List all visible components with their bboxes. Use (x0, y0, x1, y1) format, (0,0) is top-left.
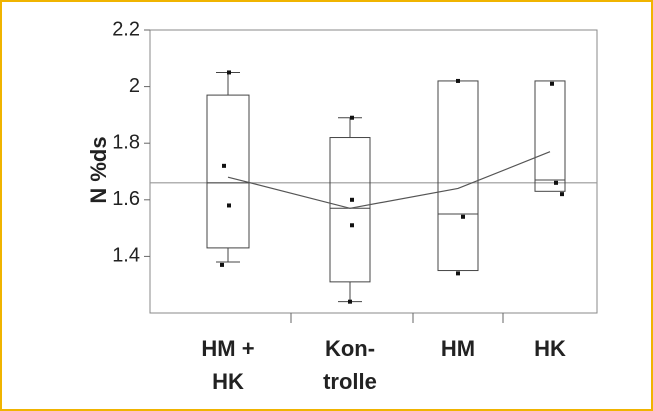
data-point (350, 115, 354, 120)
data-point (560, 192, 564, 197)
y-axis-title: N %ds (86, 136, 111, 203)
y-tick-label: 2.2 (112, 18, 140, 40)
y-tick-label: 1.8 (112, 131, 140, 153)
x-tick-label: HK (534, 336, 566, 361)
x-tick-label: HK (212, 369, 244, 394)
y-tick-label: 1.6 (112, 188, 140, 210)
data-point (350, 223, 354, 228)
x-tick-label: HM (441, 336, 475, 361)
data-point (554, 180, 558, 185)
x-tick-label: trolle (323, 369, 377, 394)
y-tick-label: 1.4 (112, 245, 140, 267)
data-point (350, 197, 354, 202)
data-point (461, 214, 465, 219)
mean-line (227, 151, 551, 209)
data-point (348, 299, 352, 304)
data-point (227, 203, 231, 208)
data-point (222, 163, 226, 168)
data-point (220, 262, 224, 267)
data-point (550, 81, 554, 86)
plot-frame (149, 29, 598, 314)
x-tick-label: HM + (201, 336, 254, 361)
data-point (227, 70, 231, 75)
y-tick-label: 2 (129, 75, 140, 97)
box (534, 80, 566, 192)
x-tick-label: Kon- (325, 336, 375, 361)
data-point (456, 271, 460, 276)
data-point (456, 78, 460, 83)
